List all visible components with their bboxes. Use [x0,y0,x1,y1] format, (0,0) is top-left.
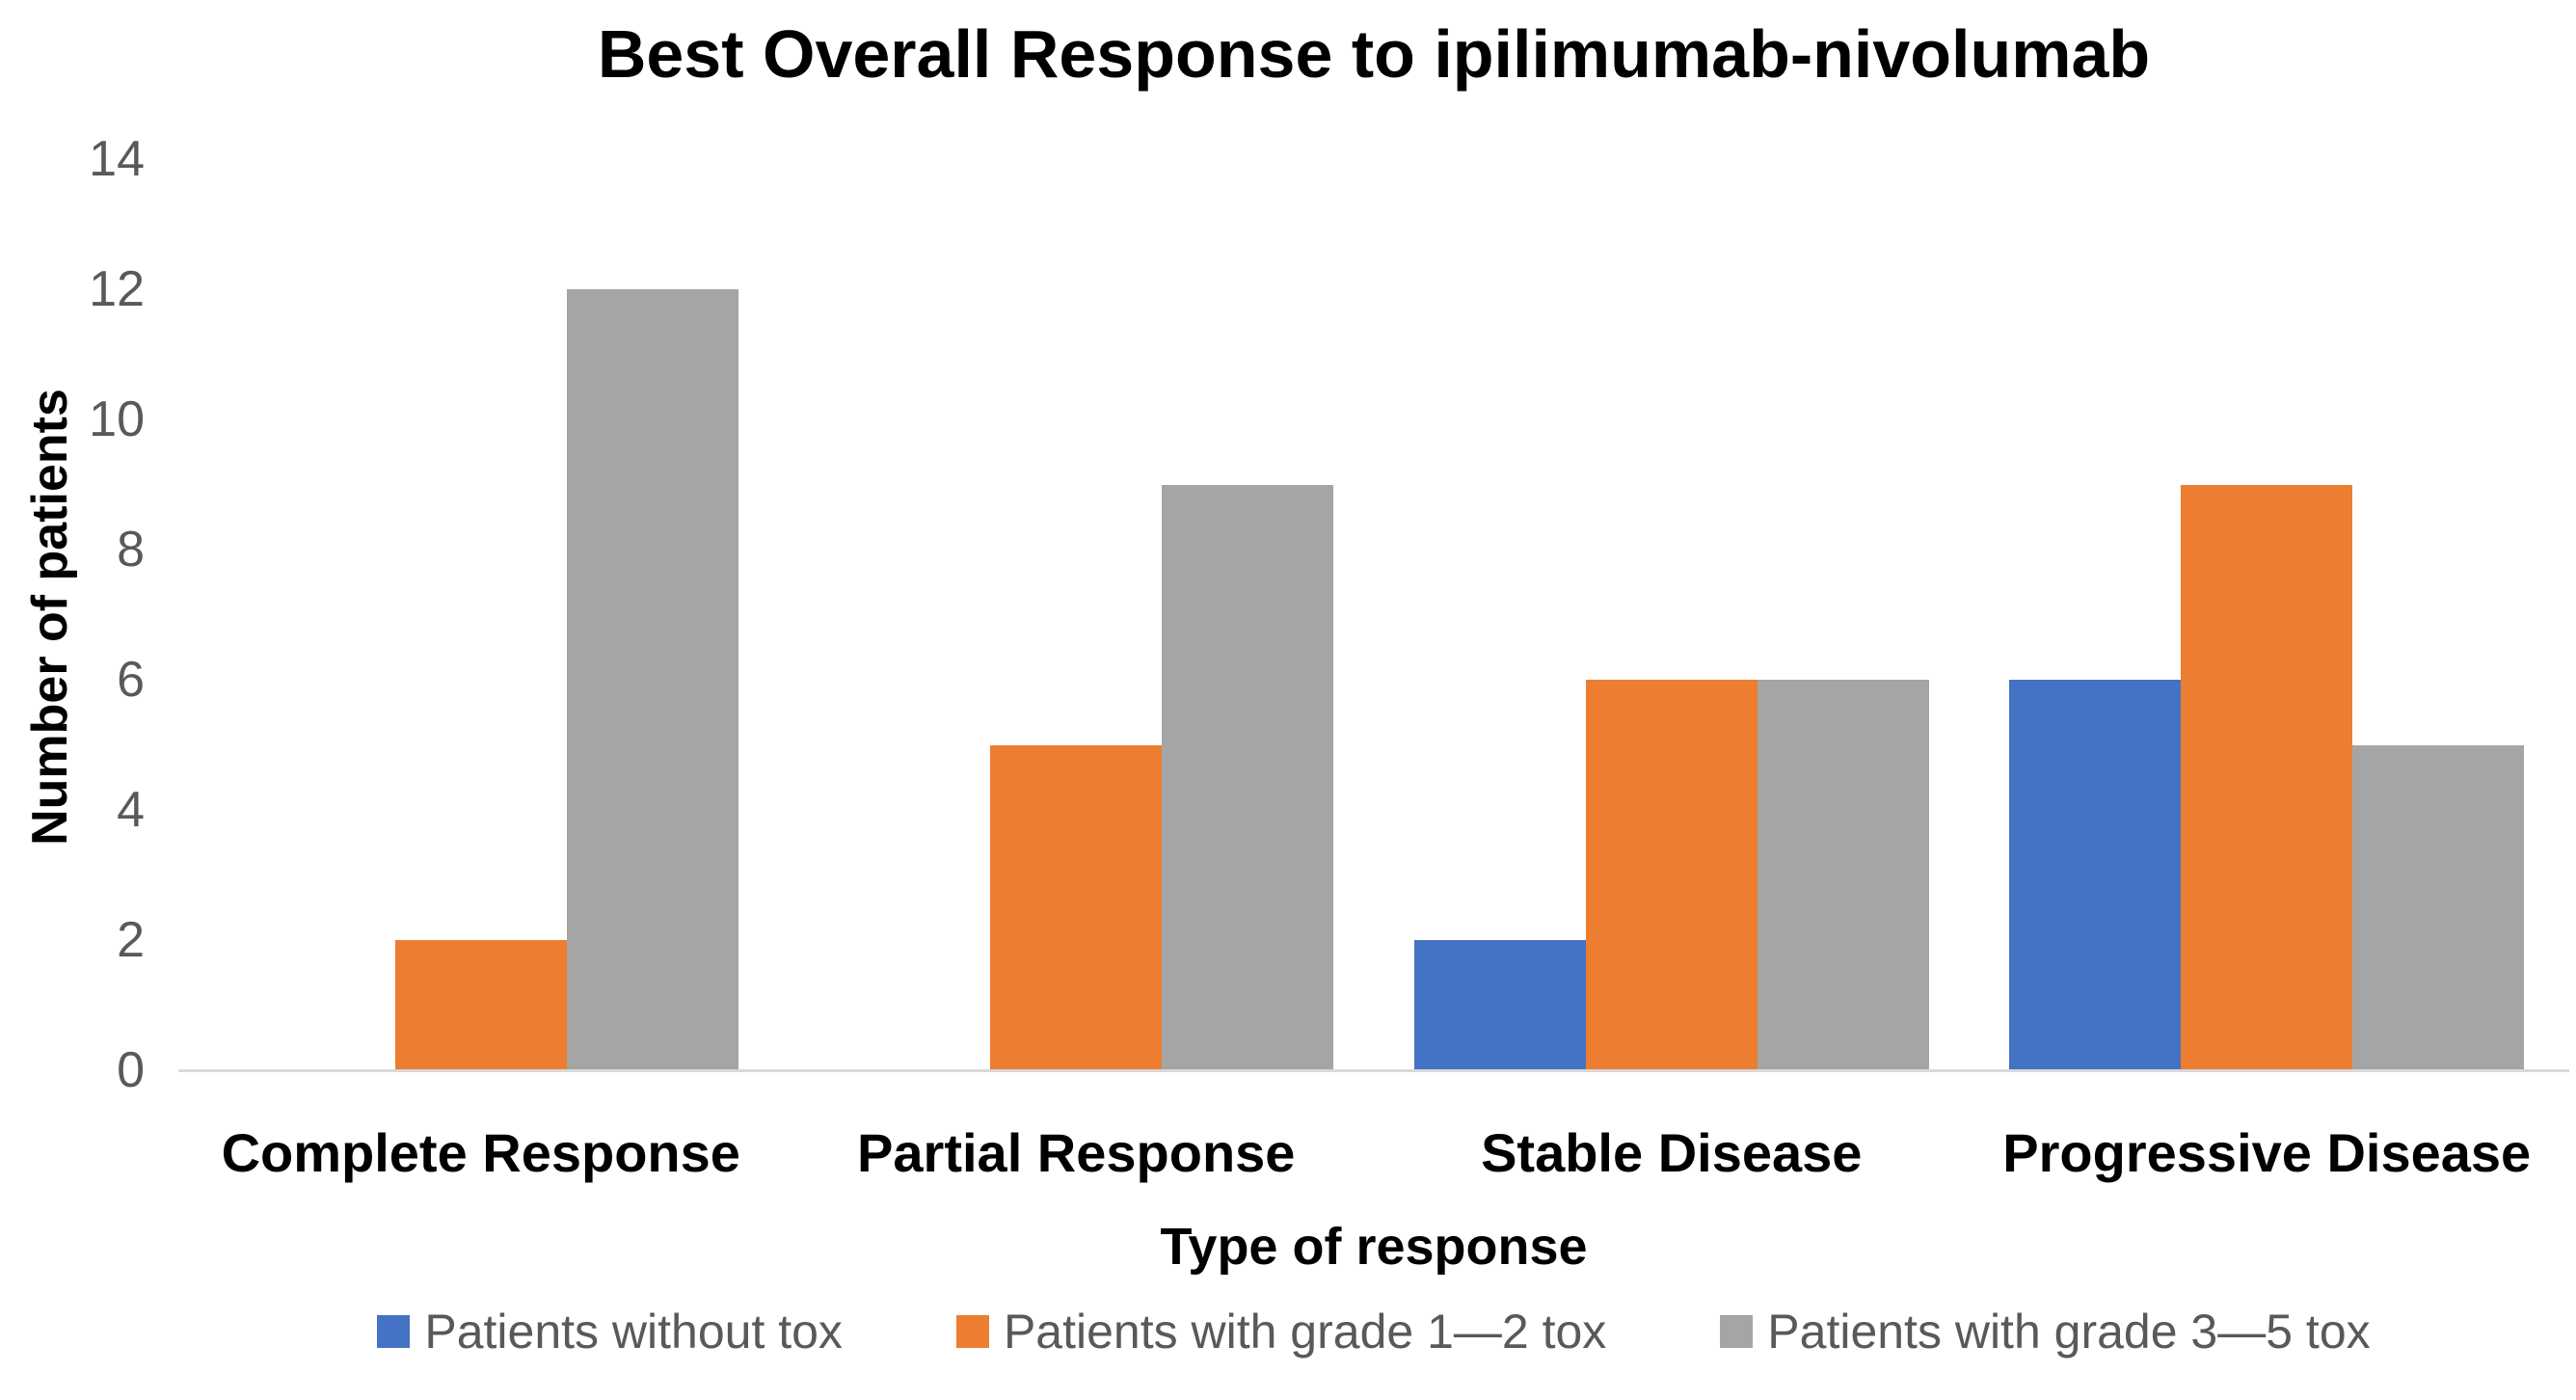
category-group-stable-disease [1374,159,1970,1070]
bar-patients-with-grade-3-5-tox-complete-response [566,289,738,1070]
y-tick-label: 10 [89,391,145,447]
legend-item-patients-with-grade-3-5-tox: Patients with grade 3—5 tox [1720,1304,2371,1360]
plot-area [183,159,2564,1070]
category-group-progressive-disease [1970,159,2565,1070]
y-tick-label: 14 [89,131,145,187]
chart-title: Best Overall Response to ipilimumab-nivo… [597,16,2151,92]
legend-item-patients-with-grade-1-2-tox: Patients with grade 1—2 tox [955,1304,1607,1360]
bar-patients-with-grade-1-2-tox-partial-response [990,744,1163,1070]
x-axis-category-labels: Complete Response Partial Response Stable … [183,1121,2564,1184]
x-category-label-partial-response: Partial Response [857,1122,1296,1183]
x-category-label-complete-response: Complete Response [221,1122,740,1183]
legend-item-patients-without-tox: Patients without tox [377,1304,843,1360]
x-axis-line [178,1069,2569,1072]
x-category-label-stable-disease: Stable Disease [1481,1122,1863,1183]
y-tick-label: 4 [117,782,145,838]
bar-patients-with-grade-1-2-tox-progressive-disease [2181,484,2353,1070]
bar-patients-without-tox-stable-disease [1413,940,1586,1070]
legend-swatch-icon [955,1315,989,1348]
legend-label: Patients with grade 1—2 tox [1003,1305,1607,1359]
y-axis-title: Number of patients [22,389,78,846]
category-group-partial-response [779,159,1375,1070]
legend: Patients without tox Patients with grade … [183,1304,2564,1360]
bar-patients-with-grade-3-5-tox-stable-disease [1757,680,1929,1070]
y-tick-label: 12 [89,261,145,317]
x-category-label-progressive-disease: Progressive Disease [2002,1122,2532,1183]
y-tick-label: 0 [117,1042,145,1098]
y-tick-label: 6 [117,652,145,708]
y-tick-label: 2 [117,912,145,968]
bar-patients-without-tox-progressive-disease [2009,680,2182,1070]
bar-patients-with-grade-3-5-tox-progressive-disease [2352,744,2525,1070]
category-group-complete-response [183,159,779,1070]
legend-swatch-icon [377,1315,411,1348]
bar-patients-with-grade-1-2-tox-stable-disease [1585,680,1758,1070]
legend-swatch-icon [1720,1315,1754,1348]
legend-label: Patients with grade 3—5 tox [1767,1305,2371,1359]
bar-patients-with-grade-3-5-tox-partial-response [1162,484,1334,1070]
legend-label: Patients without tox [424,1305,843,1359]
x-axis-title: Type of response [1160,1218,1588,1276]
bar-patients-with-grade-1-2-tox-complete-response [394,940,567,1070]
y-tick-label: 8 [117,522,145,578]
